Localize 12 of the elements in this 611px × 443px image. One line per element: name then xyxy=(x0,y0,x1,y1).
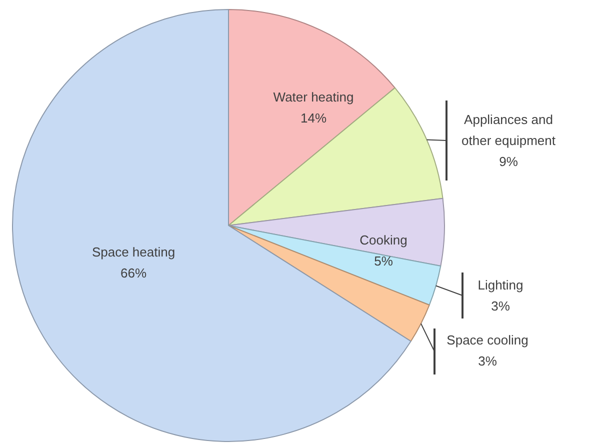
data-label: 3% xyxy=(478,354,498,368)
data-label: 5% xyxy=(374,254,394,268)
data-label: 3% xyxy=(491,298,510,314)
data-label: 14% xyxy=(300,110,327,126)
slice-label: Water heating xyxy=(273,90,354,104)
slice-label: Lighting xyxy=(478,278,524,292)
data-label: 9% xyxy=(499,154,518,169)
slice-label: Cooking xyxy=(360,232,408,248)
data-label: 66% xyxy=(120,266,147,280)
slice-label: Space heating xyxy=(92,244,176,260)
slice-label: Space cooling xyxy=(446,332,528,348)
slice-label: Appliances and other equipment xyxy=(462,112,556,148)
